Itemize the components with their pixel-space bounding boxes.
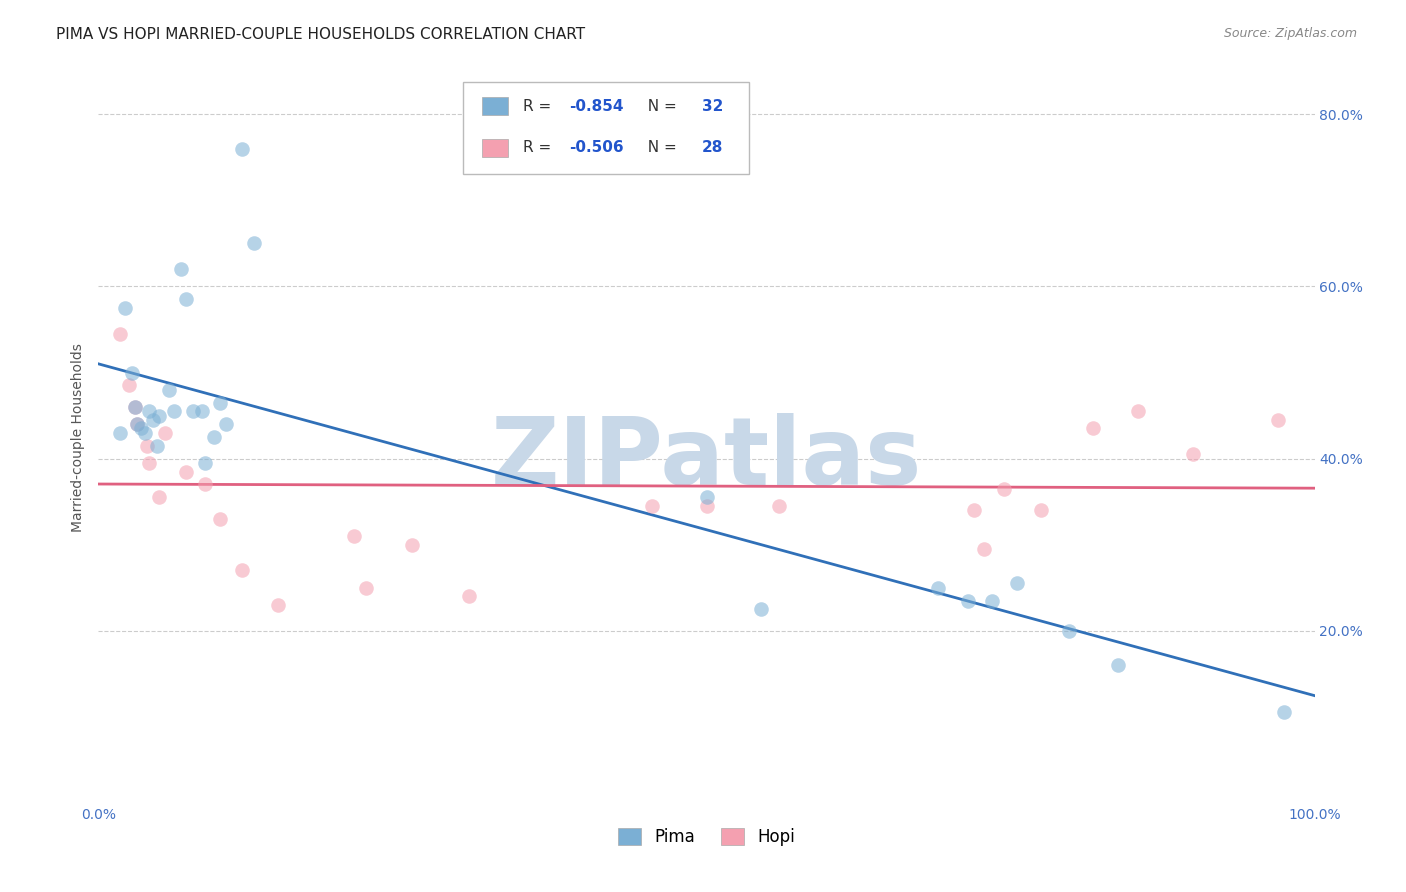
Point bbox=[927, 581, 949, 595]
Point bbox=[209, 395, 232, 409]
Point bbox=[1057, 624, 1080, 638]
Point bbox=[157, 383, 180, 397]
Point bbox=[354, 581, 377, 595]
Point bbox=[641, 499, 664, 513]
Point bbox=[194, 477, 217, 491]
Point bbox=[138, 456, 160, 470]
Point bbox=[174, 465, 197, 479]
Point bbox=[110, 326, 132, 341]
Point bbox=[401, 538, 423, 552]
Point bbox=[993, 482, 1015, 496]
Text: PIMA VS HOPI MARRIED-COUPLE HOUSEHOLDS CORRELATION CHART: PIMA VS HOPI MARRIED-COUPLE HOUSEHOLDS C… bbox=[56, 27, 585, 42]
Point bbox=[343, 529, 366, 543]
Point bbox=[973, 541, 995, 556]
Point bbox=[181, 404, 204, 418]
Point bbox=[231, 142, 253, 156]
Bar bbox=[481, 138, 509, 157]
Point bbox=[956, 593, 979, 607]
Point bbox=[202, 430, 225, 444]
Point bbox=[124, 400, 146, 414]
Point bbox=[148, 491, 170, 505]
Text: -0.854: -0.854 bbox=[569, 99, 624, 113]
Point bbox=[146, 439, 169, 453]
Point bbox=[155, 425, 177, 440]
Point bbox=[194, 456, 217, 470]
Point bbox=[148, 409, 170, 423]
Point bbox=[696, 499, 718, 513]
Point bbox=[1083, 421, 1105, 435]
Point bbox=[749, 602, 772, 616]
Point bbox=[129, 421, 152, 435]
Bar bbox=[481, 97, 509, 115]
Point bbox=[981, 593, 1004, 607]
Text: N =: N = bbox=[638, 99, 682, 113]
Point bbox=[243, 236, 266, 251]
Point bbox=[963, 503, 986, 517]
FancyBboxPatch shape bbox=[464, 82, 749, 174]
Point bbox=[134, 425, 156, 440]
Point bbox=[215, 417, 238, 432]
Y-axis label: Married-couple Households: Married-couple Households bbox=[72, 343, 86, 532]
Legend: Pima, Hopi: Pima, Hopi bbox=[612, 822, 801, 853]
Point bbox=[191, 404, 214, 418]
Point bbox=[174, 293, 197, 307]
Point bbox=[118, 378, 141, 392]
Point bbox=[1107, 658, 1129, 673]
Point bbox=[114, 301, 136, 315]
Text: N =: N = bbox=[638, 140, 682, 155]
Text: Source: ZipAtlas.com: Source: ZipAtlas.com bbox=[1223, 27, 1357, 40]
Point bbox=[127, 417, 149, 432]
Point bbox=[1029, 503, 1052, 517]
Point bbox=[209, 512, 232, 526]
Point bbox=[696, 491, 718, 505]
Point bbox=[121, 366, 143, 380]
Point bbox=[163, 404, 186, 418]
Point bbox=[1005, 576, 1028, 591]
Text: 28: 28 bbox=[702, 140, 723, 155]
Point bbox=[231, 564, 253, 578]
Point bbox=[110, 425, 132, 440]
Point bbox=[1272, 706, 1295, 720]
Point bbox=[458, 589, 481, 603]
Text: 32: 32 bbox=[702, 99, 723, 113]
Point bbox=[124, 400, 146, 414]
Point bbox=[142, 413, 165, 427]
Text: ZIPatlas: ZIPatlas bbox=[491, 413, 922, 505]
Point bbox=[267, 598, 290, 612]
Point bbox=[1182, 447, 1205, 461]
Point bbox=[170, 262, 193, 277]
Point bbox=[138, 404, 160, 418]
Text: R =: R = bbox=[523, 140, 555, 155]
Text: R =: R = bbox=[523, 99, 555, 113]
Point bbox=[1128, 404, 1150, 418]
Point bbox=[136, 439, 159, 453]
Point bbox=[1267, 413, 1289, 427]
Text: -0.506: -0.506 bbox=[569, 140, 624, 155]
Point bbox=[768, 499, 790, 513]
Point bbox=[127, 417, 149, 432]
